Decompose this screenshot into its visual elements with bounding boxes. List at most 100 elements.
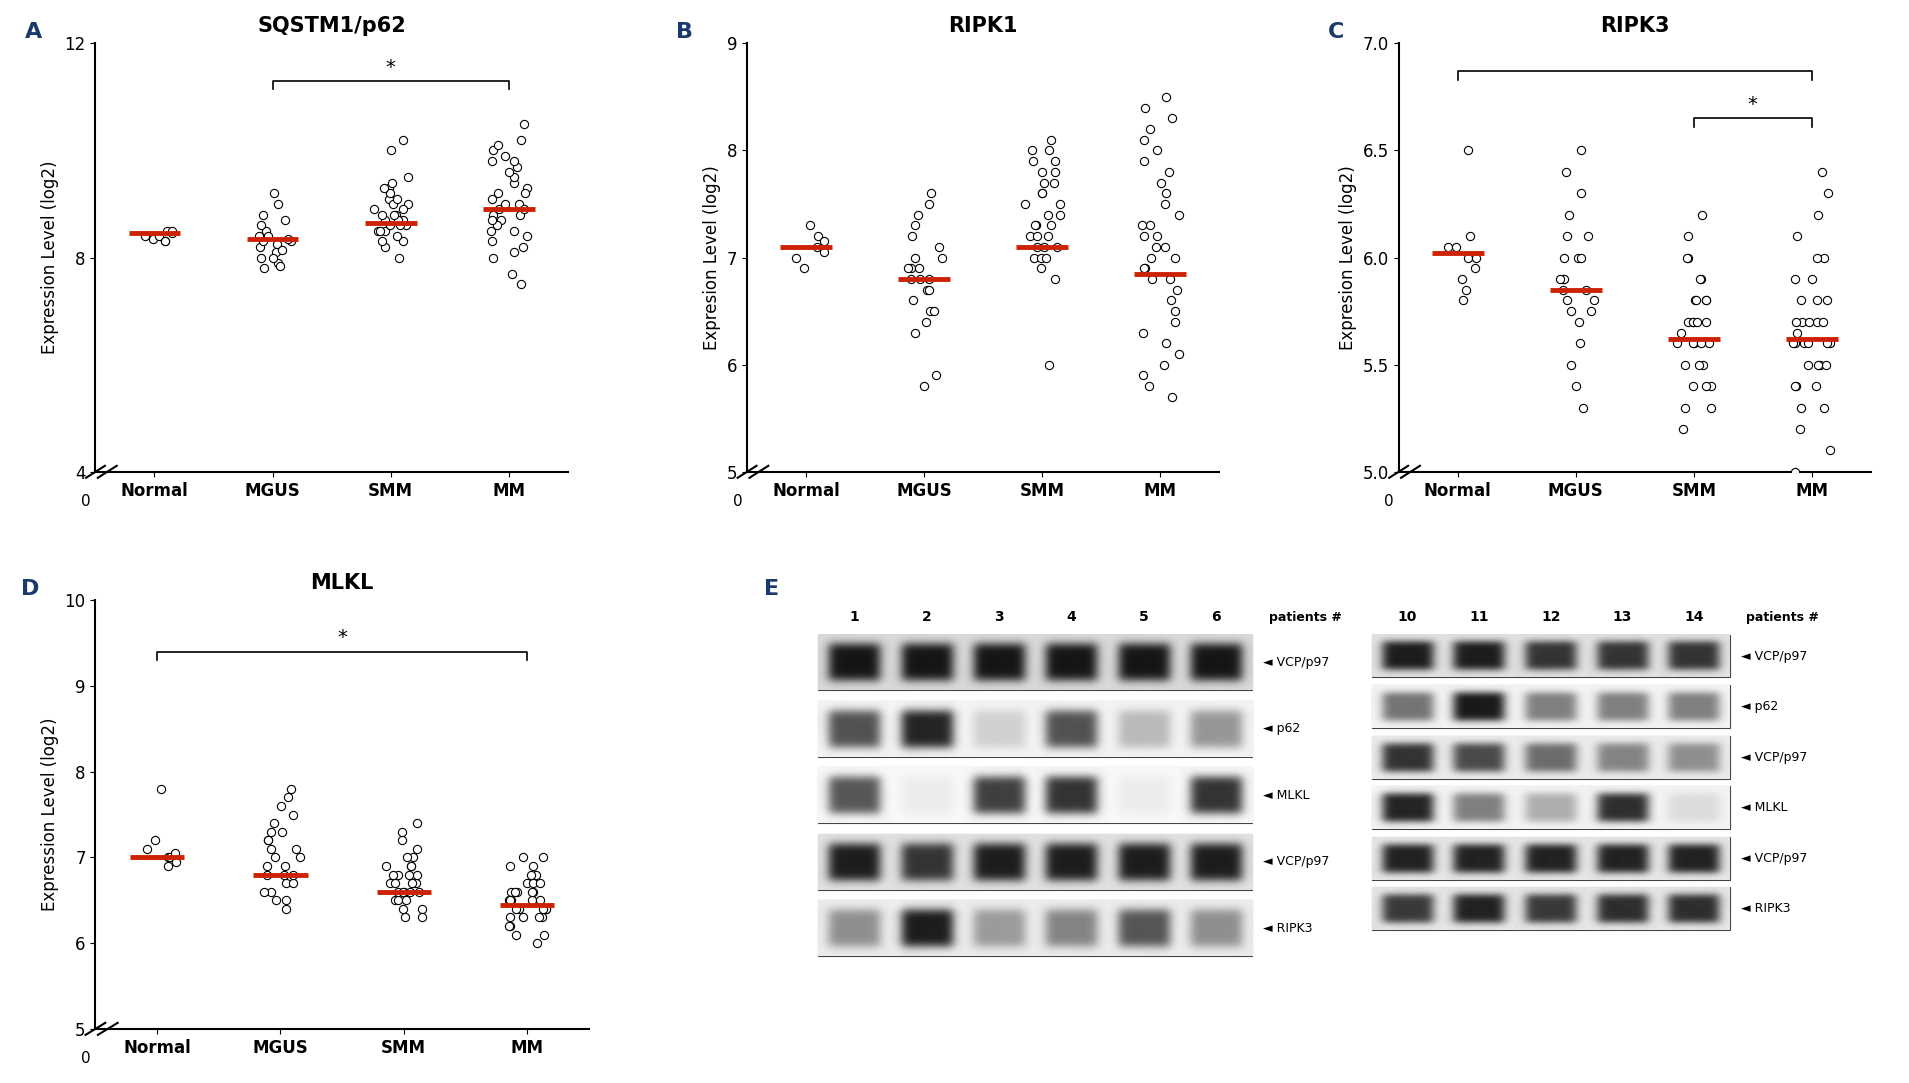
Point <box>905 271 935 288</box>
Point <box>500 900 531 917</box>
Point <box>1025 260 1056 277</box>
Point <box>260 244 290 261</box>
Point <box>1678 335 1709 352</box>
Point <box>155 849 185 866</box>
Point <box>1815 335 1846 352</box>
Point <box>494 164 525 181</box>
Text: C: C <box>1329 22 1344 42</box>
Point <box>1038 271 1069 288</box>
Point <box>1793 335 1823 352</box>
Point <box>1033 206 1063 223</box>
Point <box>1794 313 1825 330</box>
Point <box>1804 356 1835 374</box>
Point <box>1678 378 1709 395</box>
Point <box>246 249 277 266</box>
Point <box>494 891 525 909</box>
Point <box>1159 302 1189 319</box>
Text: D: D <box>21 579 40 599</box>
Point <box>395 883 426 900</box>
Point <box>924 238 954 256</box>
Point <box>1016 142 1046 159</box>
Y-axis label: Expression Level (log2): Expression Level (log2) <box>40 160 59 354</box>
Point <box>475 222 506 239</box>
Point <box>895 271 926 288</box>
Point <box>380 874 410 891</box>
Text: 6: 6 <box>1212 610 1222 624</box>
Point <box>376 174 407 192</box>
Point <box>1563 313 1594 330</box>
Point <box>389 909 420 926</box>
Point <box>1548 271 1579 288</box>
Point <box>130 227 160 245</box>
Point <box>1027 164 1058 181</box>
Point <box>378 206 409 223</box>
Point <box>1038 174 1069 192</box>
Point <box>384 217 414 234</box>
Point <box>252 832 283 849</box>
Bar <box>819 834 1252 889</box>
Point <box>1678 335 1709 352</box>
Point <box>1128 324 1159 341</box>
Point <box>271 900 302 917</box>
Point <box>384 249 414 266</box>
Text: 13: 13 <box>1613 610 1632 624</box>
Point <box>1814 184 1844 201</box>
Point <box>1151 335 1182 352</box>
Point <box>370 211 401 229</box>
Point <box>897 227 928 245</box>
Point <box>1130 260 1161 277</box>
Point <box>269 866 300 884</box>
Point <box>517 874 548 891</box>
Point <box>388 131 418 148</box>
Point <box>809 244 840 261</box>
Bar <box>1373 786 1730 830</box>
Point <box>1579 291 1609 309</box>
Text: ◄ VCP/p97: ◄ VCP/p97 <box>1264 656 1331 669</box>
Point <box>262 255 292 272</box>
Point <box>275 780 305 797</box>
Point <box>143 227 174 245</box>
Title: SQSTM1/p62: SQSTM1/p62 <box>258 16 407 36</box>
Point <box>1029 174 1059 192</box>
Point <box>1151 88 1182 105</box>
Text: patients #: patients # <box>1747 611 1819 624</box>
Point <box>382 211 412 229</box>
Point <box>370 858 401 875</box>
Point <box>1548 271 1579 288</box>
Point <box>1672 249 1703 266</box>
Point <box>388 200 418 218</box>
Point <box>1787 313 1817 330</box>
Point <box>1802 313 1833 330</box>
Point <box>517 858 548 875</box>
Point <box>525 874 556 891</box>
Point <box>376 874 407 891</box>
Point <box>153 849 183 866</box>
Text: 10: 10 <box>1397 610 1416 624</box>
Point <box>254 832 284 849</box>
Point <box>1128 131 1159 148</box>
Point <box>527 849 557 866</box>
Point <box>1142 238 1172 256</box>
Point <box>382 866 412 884</box>
Point <box>510 184 540 201</box>
Bar <box>819 701 1252 757</box>
Bar <box>819 900 1252 956</box>
Text: 0: 0 <box>82 494 92 509</box>
Point <box>1802 291 1833 309</box>
Point <box>1781 378 1812 395</box>
Point <box>1451 282 1481 299</box>
Point <box>1672 249 1703 266</box>
Point <box>1672 227 1703 245</box>
Text: A: A <box>25 22 42 42</box>
Point <box>149 233 179 250</box>
Text: ◄ RIPK3: ◄ RIPK3 <box>1741 902 1791 915</box>
Point <box>395 858 426 875</box>
Point <box>1031 249 1061 266</box>
Point <box>1157 291 1187 309</box>
Point <box>1565 184 1596 201</box>
Point <box>512 874 542 891</box>
Point <box>1691 291 1722 309</box>
Point <box>1808 313 1838 330</box>
Point <box>527 900 557 917</box>
Point <box>401 840 431 858</box>
